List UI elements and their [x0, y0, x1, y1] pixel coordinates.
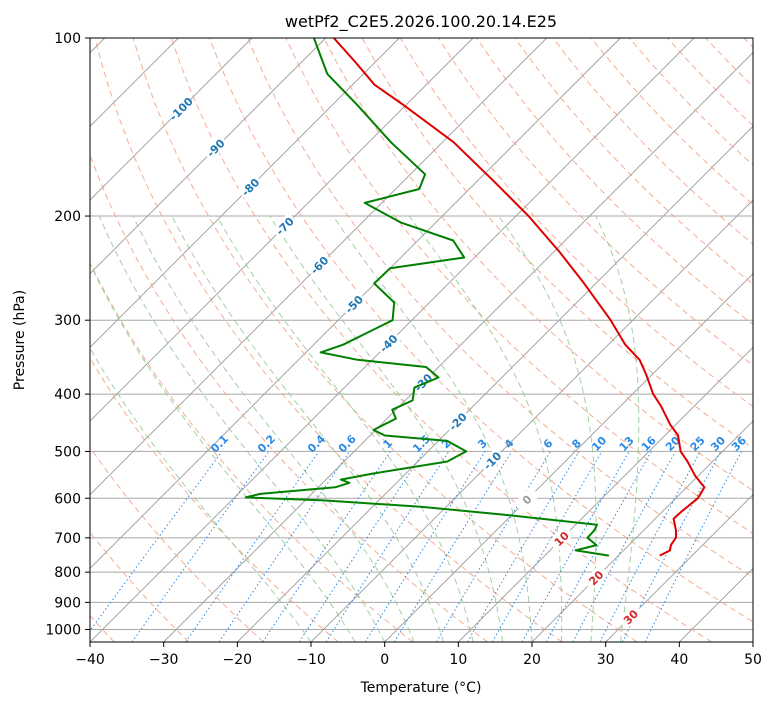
isotherm-label-bg	[444, 408, 471, 435]
dry-adiabat	[90, 357, 339, 642]
isotherm-label-bg	[305, 251, 333, 278]
y-tick-label: 800	[54, 565, 81, 581]
dry-adiabat	[132, 38, 638, 642]
dry-adiabat	[285, 38, 753, 535]
isotherm-label-bg	[409, 369, 436, 396]
chart-title: wetPf2_C2E5.2026.100.20.14.E25	[285, 12, 557, 32]
moist-adiabat	[332, 215, 533, 642]
moist-adiabat	[98, 215, 386, 642]
isotherm-label-bg	[582, 564, 609, 591]
y-tick-label: 1000	[45, 622, 81, 638]
isotherm-label-bg	[340, 290, 367, 318]
mixing-ratio-line	[521, 451, 630, 642]
isotherm-line	[90, 38, 400, 348]
isotherm-line	[237, 125, 753, 642]
moist-adiabat	[216, 215, 474, 642]
plot-frame	[89, 37, 754, 643]
temperature-profile-line	[333, 38, 706, 557]
dry-adiabat	[476, 38, 753, 326]
moist-adiabat	[132, 215, 415, 642]
moist-adiabat	[595, 215, 640, 642]
isotherm-label-bg	[548, 525, 575, 552]
isotherm-label-bg	[513, 486, 540, 513]
y-tick-label: 700	[54, 531, 81, 547]
isotherm-line	[531, 420, 753, 642]
x-tick-label: 20	[523, 652, 541, 668]
isotherm-label-bg	[236, 173, 264, 200]
axes: −40 −30 −20 −10 0 10 20 30 40 50 100 200 300 400 500 60…	[45, 31, 762, 668]
dry-adiabat	[94, 38, 563, 642]
moist-adiabat	[269, 215, 503, 642]
dry-adiabat	[323, 38, 753, 492]
isotherm-label-bg	[478, 447, 506, 474]
x-tick-label: 40	[670, 652, 688, 668]
x-tick-label: −40	[75, 652, 105, 668]
mixing-ratio-line	[621, 451, 722, 642]
isotherm-line	[384, 273, 753, 642]
x-tick-label: 10	[449, 652, 467, 668]
dry-adiabat	[90, 261, 414, 642]
y-axis-title: Pressure (hPa)	[12, 290, 28, 390]
isotherm-line	[90, 38, 253, 201]
x-axis-title: Temperature (°C)	[360, 680, 482, 696]
y-tick-label: 400	[54, 387, 81, 403]
y-tick-label: 200	[54, 209, 81, 225]
y-tick-label: 100	[54, 31, 81, 47]
mixing-ratio-line	[218, 451, 351, 642]
moist-adiabat	[408, 215, 563, 642]
x-tick-label: 0	[380, 652, 389, 668]
x-tick-label: 30	[597, 652, 615, 668]
mixing-ratio-line	[298, 451, 425, 642]
mixing-ratio-line	[572, 451, 676, 642]
x-tick-label: −10	[296, 652, 326, 668]
isotherm-line	[163, 52, 753, 642]
mixing-ratio-line	[325, 451, 450, 642]
dry-adiabat	[209, 38, 753, 623]
mixing-ratio-line	[644, 451, 742, 642]
x-tick-label: −30	[149, 652, 179, 668]
y-tick-label: 300	[54, 313, 81, 329]
dry-adiabat	[247, 38, 753, 578]
x-tick-label: 50	[744, 652, 762, 668]
mixing-ratio-line	[185, 451, 320, 642]
mixing-ratio-line	[262, 451, 391, 642]
isotherm-line	[90, 38, 474, 422]
isotherm-label-bg	[167, 95, 194, 122]
isotherm-label-bg	[617, 603, 644, 630]
isotherm-line	[605, 494, 753, 642]
mixing-ratio-line	[393, 451, 513, 642]
isotherm-line	[90, 38, 547, 496]
dry-adiabat	[514, 38, 753, 285]
isotherm-line	[90, 38, 326, 275]
mixing-ratio-line	[545, 451, 652, 642]
dry-adiabat	[170, 38, 712, 642]
x-tick-label: −20	[223, 652, 253, 668]
y-tick-label: 500	[54, 444, 81, 460]
isotherm-label-bg	[375, 329, 402, 357]
sounding-traces	[244, 38, 706, 557]
isotherm-label-bg	[202, 134, 229, 161]
moist-adiabat	[90, 262, 356, 642]
dewpoint-profile-line	[244, 38, 610, 557]
moist-adiabat	[171, 215, 445, 642]
isotherm-line	[90, 38, 621, 569]
y-tick-label: 600	[54, 491, 81, 507]
moist-adiabat	[90, 347, 312, 642]
background-lines	[90, 38, 753, 642]
y-tick-label: 900	[54, 595, 81, 611]
dry-adiabat	[90, 446, 264, 642]
isotherm-label-bg	[271, 212, 298, 239]
mixing-ratio-line	[90, 451, 223, 632]
mixing-ratio-line	[131, 451, 270, 642]
